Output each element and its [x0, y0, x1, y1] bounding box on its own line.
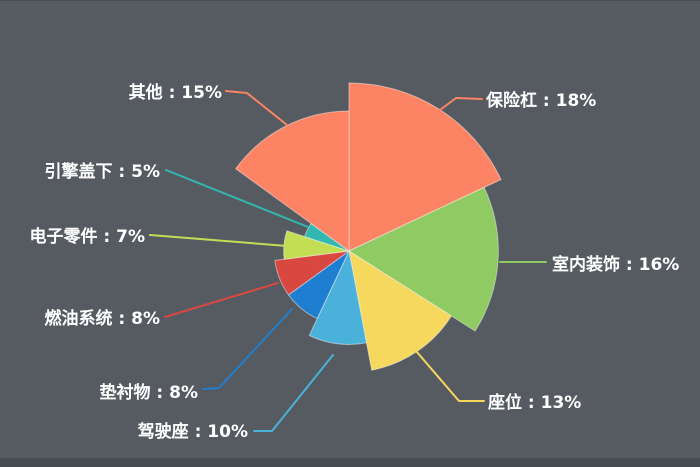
label-line-fuel-system	[164, 282, 279, 318]
slice-label-driver-seat: 驾驶座 : 10%	[138, 421, 248, 442]
slice-label-interior-trim: 室内装饰 : 16%	[552, 254, 679, 275]
pie-slice-bumper[interactable]	[348, 82, 502, 252]
label-line-bumper	[439, 97, 483, 111]
pie-slice-other[interactable]	[235, 110, 350, 252]
label-line-electronic-parts	[149, 234, 288, 247]
slice-label-fuel-system: 燃油系统 : 8%	[45, 308, 161, 329]
label-line-seats	[415, 350, 485, 402]
bottom-strip	[0, 458, 700, 467]
pie-slice-interior-trim[interactable]	[348, 186, 499, 332]
slice-label-electronic-parts: 电子零件 : 7%	[30, 226, 146, 247]
pie-slice-under-hood[interactable]	[304, 223, 350, 252]
pie-slices-group	[235, 82, 502, 371]
label-lines-group	[149, 90, 547, 432]
slice-label-bumper: 保险杠 : 18%	[485, 90, 596, 111]
label-line-driver-seat	[253, 354, 334, 432]
label-line-padding	[202, 308, 293, 390]
slice-labels-group: 保险杠 : 18% 室内装饰 : 16% 座位 : 13% 驾驶座 : 10% 垫衬物 …	[30, 82, 680, 442]
label-line-other	[225, 90, 288, 126]
label-line-under-hood	[165, 169, 309, 228]
slice-label-under-hood: 引擎盖下 : 5%	[45, 161, 161, 182]
pie-slice-fuel-system[interactable]	[274, 250, 350, 296]
pie-slice-driver-seat[interactable]	[308, 250, 367, 345]
slice-label-seats: 座位 : 13%	[488, 392, 581, 413]
pie-slice-padding[interactable]	[288, 250, 350, 320]
slice-label-other: 其他 : 15%	[129, 82, 222, 103]
slice-label-padding: 垫衬物 : 8%	[100, 382, 199, 403]
